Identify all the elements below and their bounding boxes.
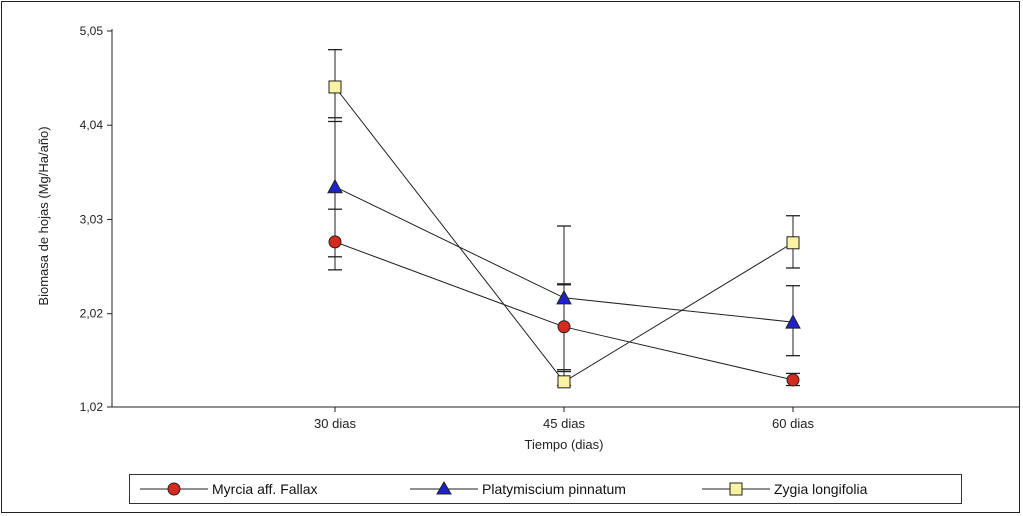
y-axis-label: Biomasa de hojas (Mg/Ha/año)	[36, 126, 51, 305]
x-tick-label: 45 dias	[543, 416, 585, 431]
series-markers	[327, 80, 801, 389]
data-point-circle	[328, 235, 342, 249]
legend-item-platymiscium: Platymiscium pinnatum	[408, 475, 626, 503]
y-tick-label: 2,02	[80, 307, 104, 321]
legend: Myrcia aff. Fallax Platymiscium pinnatum…	[129, 474, 962, 504]
y-tick-label: 3,03	[80, 212, 104, 226]
data-point-square	[328, 80, 342, 94]
data-point-circle	[557, 320, 571, 334]
y-tick-label: 1,02	[80, 400, 104, 414]
legend-swatch-square	[702, 482, 770, 496]
legend-item-zygia: Zygia longifolia	[700, 475, 867, 503]
legend-label: Zygia longifolia	[774, 481, 868, 497]
x-tick-label: 60 dias	[772, 416, 814, 431]
data-point-square	[786, 236, 800, 250]
axes: 1,02 2,02 3,03 4,04 5,05 30 dias 45 dias 60 dia…	[80, 24, 1020, 431]
data-point-triangle	[556, 289, 572, 305]
legend-item-myrcia: Myrcia aff. Fallax	[138, 475, 318, 503]
data-point-square	[557, 375, 571, 389]
y-tick-label: 4,04	[80, 118, 104, 132]
data-point-circle	[786, 373, 800, 387]
data-point-triangle	[327, 178, 343, 194]
legend-swatch-triangle	[410, 481, 478, 495]
data-point-triangle	[785, 314, 801, 329]
x-axis-label: Tiempo (dias)	[525, 437, 604, 452]
legend-label: Platymiscium pinnatum	[482, 481, 626, 497]
legend-swatch-circle	[140, 482, 208, 496]
x-tick-label: 30 dias	[314, 416, 356, 431]
y-tick-label: 5,05	[80, 24, 104, 38]
legend-label: Myrcia aff. Fallax	[212, 481, 318, 497]
